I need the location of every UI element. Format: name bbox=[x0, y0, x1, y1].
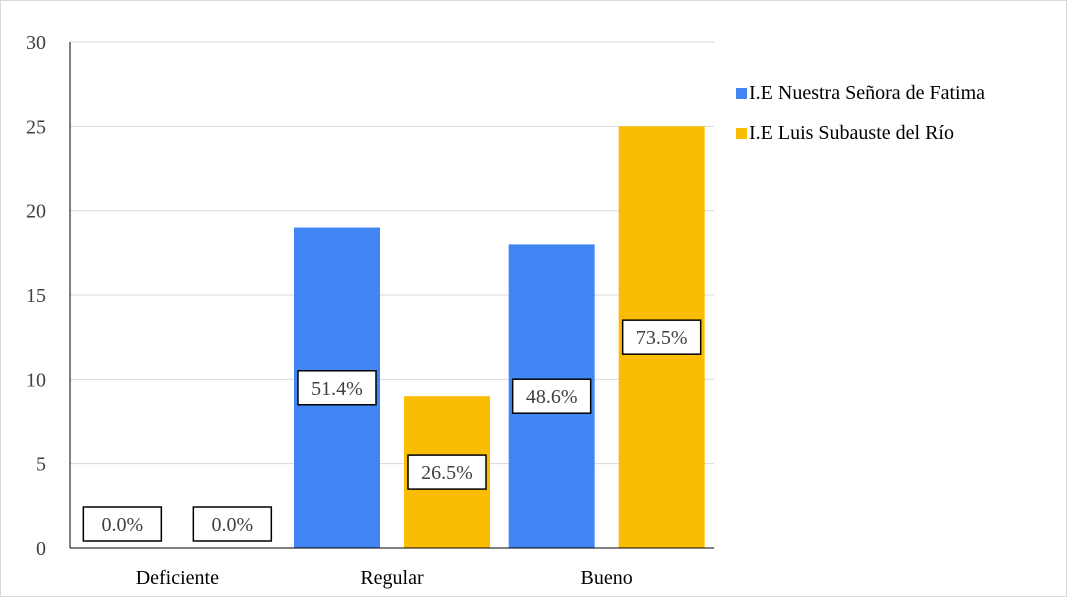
y-tick-label: 25 bbox=[26, 116, 46, 138]
data-label-box bbox=[407, 454, 487, 490]
data-label-box bbox=[511, 378, 592, 414]
data-label: 0.0% bbox=[211, 514, 253, 536]
data-labels: 0.0% 0.0% 51.4% 26.5% 48.6% 73.5% bbox=[82, 319, 702, 542]
data-label-box bbox=[297, 370, 377, 406]
y-tick-label: 30 bbox=[26, 32, 46, 54]
y-tick-label: 10 bbox=[26, 369, 46, 391]
data-label-box bbox=[82, 506, 163, 542]
data-label-box bbox=[621, 319, 702, 355]
x-category-label: Regular bbox=[360, 567, 424, 589]
legend-label: I.E Luis Subauste del Río bbox=[749, 122, 954, 144]
y-tick-label: 5 bbox=[36, 454, 46, 476]
data-label: 73.5% bbox=[636, 327, 688, 349]
legend-swatch bbox=[736, 88, 747, 99]
y-axis-ticks: 0 5 10 15 20 25 30 bbox=[26, 32, 46, 560]
legend-label: I.E Nuestra Señora de Fatima bbox=[749, 82, 985, 104]
data-label: 26.5% bbox=[421, 462, 473, 484]
y-tick-label: 20 bbox=[26, 201, 46, 223]
y-tick-label: 0 bbox=[36, 538, 46, 560]
data-label-box bbox=[192, 506, 273, 542]
x-axis-categories: Deficiente Regular Bueno bbox=[136, 567, 633, 589]
x-category-label: Bueno bbox=[581, 567, 633, 589]
legend: I.E Nuestra Señora de Fatima I.E Luis Sub… bbox=[736, 82, 985, 144]
data-label: 0.0% bbox=[101, 514, 143, 536]
x-category-label: Deficiente bbox=[136, 567, 219, 589]
y-tick-label: 15 bbox=[26, 285, 46, 307]
data-label: 51.4% bbox=[311, 378, 363, 400]
axes bbox=[69, 42, 714, 549]
gridlines bbox=[70, 41, 714, 465]
data-label: 48.6% bbox=[526, 386, 578, 408]
legend-swatch bbox=[736, 128, 747, 139]
